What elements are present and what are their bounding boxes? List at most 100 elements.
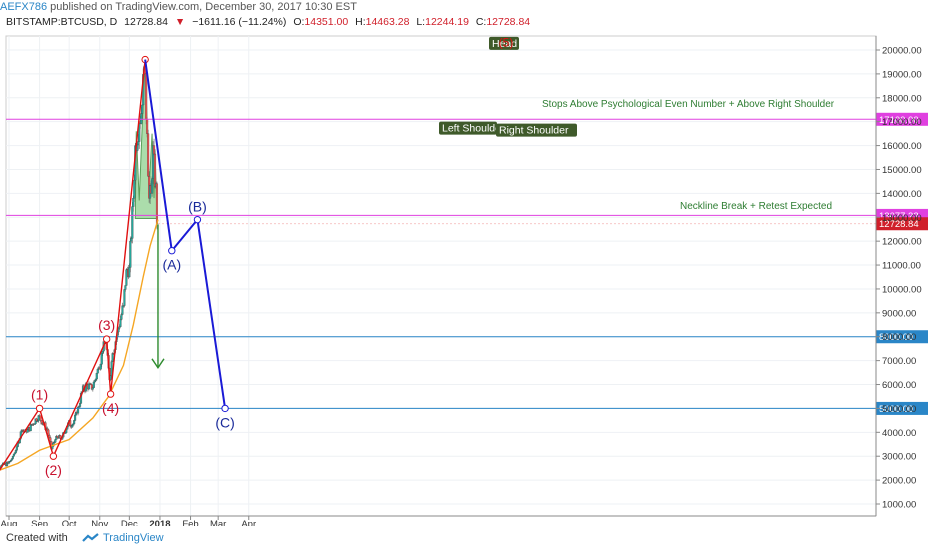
annotations: Stops Above Psychological Even Number + … xyxy=(151,35,835,370)
candle-body xyxy=(72,423,75,426)
candle-body xyxy=(151,178,154,194)
impulse-wave-point xyxy=(102,335,111,343)
candle-body xyxy=(11,456,14,459)
symbol-info: BITSTAMP:BTCUSD, D 12728.84 ▼ −1611.16 (… xyxy=(6,15,534,29)
impulse-wave-point xyxy=(106,390,115,398)
candle-body xyxy=(48,435,51,438)
candle-body xyxy=(131,206,134,239)
close-label: C: xyxy=(475,16,487,28)
moving-average xyxy=(0,219,159,471)
corrective-wave-label: (B) xyxy=(188,199,207,215)
candle-body xyxy=(74,414,77,421)
x-tick-label: Aug xyxy=(1,519,18,526)
candle-body xyxy=(95,373,98,380)
corrective-wave-point xyxy=(193,215,202,224)
corrective-wave-point xyxy=(221,404,229,413)
right-shoulder-label: Right Shoulder xyxy=(499,125,569,137)
right-shoulder-badge xyxy=(496,123,577,137)
created-with-text: Created with xyxy=(6,532,68,544)
candle-body xyxy=(152,145,156,155)
candle-body xyxy=(123,289,126,306)
candle-body xyxy=(91,387,94,390)
candle-body xyxy=(9,460,13,462)
x-tick-label: Sep xyxy=(31,519,48,526)
high-label: H: xyxy=(355,16,366,28)
wave-count: (1) (2) (3) (4) (A) (B) (C) xyxy=(0,55,235,478)
level-badge xyxy=(876,112,928,126)
impulse-wave-label: (1) xyxy=(31,386,48,402)
candle-body xyxy=(26,429,29,433)
symbol-name: BITSTAMP:BTCUSD, D xyxy=(6,16,118,28)
x-tick-label: Oct xyxy=(62,519,77,526)
x-tick-label: Mar xyxy=(210,519,226,526)
candle-body xyxy=(145,73,148,120)
candle-body xyxy=(119,319,122,327)
level-badge-label: 8000.00 xyxy=(879,332,913,343)
y-tick-label: 7000.00 xyxy=(882,356,916,367)
head-wave-label: (5) xyxy=(499,35,514,49)
candle-body xyxy=(153,153,157,187)
candle-body xyxy=(101,350,104,354)
candle-body xyxy=(141,104,144,114)
y-tick-label: 16000.00 xyxy=(882,141,922,152)
y-tick-label: 6000.00 xyxy=(882,380,916,391)
y-tick-label: 11000.00 xyxy=(882,261,921,272)
candle-body xyxy=(129,240,132,268)
y-tick-label: 19000.00 xyxy=(882,69,922,80)
y-tick-label: 2000.00 xyxy=(882,476,916,487)
candle-body xyxy=(146,119,149,134)
candle-body xyxy=(128,267,131,278)
candle-body xyxy=(13,452,16,455)
candle-body xyxy=(14,450,17,453)
candle-body xyxy=(155,183,159,224)
y-tick-label: 1000.00 xyxy=(882,500,916,511)
axes: 1000.00 2000.00 3000.00 4000.00 5000.00 6000.… xyxy=(1,36,922,526)
candle-body xyxy=(133,179,136,199)
footer: Created with TradingView xyxy=(0,526,932,550)
y-tick-label: 15000.00 xyxy=(882,165,922,176)
impulse-wave-label: (4) xyxy=(102,400,119,416)
impulse-wave-label: (2) xyxy=(45,462,62,478)
corrective-wave-line xyxy=(144,59,227,409)
publish-text: published on TradingView.com, December 3… xyxy=(50,1,357,13)
x-tick-label: Nov xyxy=(91,519,108,526)
y-tick-label: 3000.00 xyxy=(882,452,916,463)
candle-body xyxy=(96,368,99,374)
y-tick-label: 9000.00 xyxy=(882,308,916,319)
author-link[interactable]: AEFX786 xyxy=(0,1,48,13)
x-tick-label: 2018 xyxy=(149,519,170,526)
moving-average-line xyxy=(0,219,159,471)
y-tick-label: 13000.00 xyxy=(882,213,922,224)
target-arrow-head-icon xyxy=(151,358,165,370)
candle-body xyxy=(10,458,13,461)
impulse-wave-point xyxy=(35,404,44,413)
neckline-note: Neckline Break + Retest Expected xyxy=(680,201,832,212)
level-badge-label: 13077.22 xyxy=(879,211,919,222)
corrective-wave-point xyxy=(168,247,176,255)
level-badge-label: 12728.84 xyxy=(879,219,919,230)
tradingview-logo-icon xyxy=(82,533,99,542)
candle-body xyxy=(54,439,57,443)
candle-body xyxy=(120,314,123,320)
candle-body xyxy=(78,403,82,407)
candle-body xyxy=(12,453,15,457)
candle-body xyxy=(93,380,96,383)
stops-note: Stops Above Psychological Even Number + … xyxy=(542,99,835,110)
y-tick-label: 20000.00 xyxy=(882,46,922,57)
open-label: O: xyxy=(293,16,305,28)
corrective-wave-label: (A) xyxy=(162,257,181,273)
impulse-wave-line xyxy=(0,59,146,471)
x-tick-label: Dec xyxy=(121,519,138,526)
price-change: −1611.16 (−11.24%) xyxy=(192,16,287,28)
candle-body xyxy=(71,424,74,428)
tradingview-brand[interactable]: TradingView xyxy=(103,532,164,544)
candles xyxy=(0,65,159,470)
low-label: L: xyxy=(416,16,426,28)
y-tick-label: 5000.00 xyxy=(882,404,916,415)
y-tick-label: 12000.00 xyxy=(882,237,922,248)
y-tick-label: 18000.00 xyxy=(882,93,922,104)
candle-body xyxy=(121,305,124,315)
impulse-wave-label: (3) xyxy=(98,317,115,333)
